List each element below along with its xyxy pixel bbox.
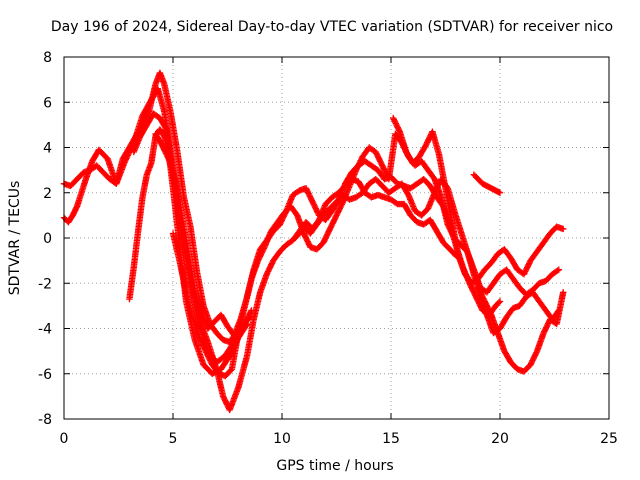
series-track-1 [60,69,253,346]
data-point [496,189,504,196]
y-tick-label: 8 [43,50,52,66]
x-axis-label: GPS time / hours [276,458,393,474]
x-tick-label: 25 [600,431,618,447]
data-point [243,322,250,329]
data-point [123,155,130,162]
data-point [126,148,133,155]
data-point [227,351,234,358]
y-tick-label: 4 [43,141,52,157]
x-tick-label: 10 [273,431,291,447]
data-points [60,69,567,414]
data-point [395,127,403,134]
data-point [244,314,252,321]
data-point [243,320,251,328]
data-point [554,267,561,274]
series-track-8 [389,114,567,287]
y-tick-label: -8 [38,412,52,428]
data-point [260,245,268,252]
data-point [125,149,133,156]
y-tick-label: -4 [38,322,52,338]
chart-title: Day 196 of 2024, Sidereal Day-to-day VTE… [51,19,613,35]
data-point [124,152,131,159]
data-point [560,225,567,233]
axis-ticks [63,56,610,420]
y-tick-label: 0 [43,231,52,247]
series-track-7 [291,175,563,337]
y-tick-label: 6 [43,95,52,111]
x-tick-labels: 0 5 10 15 20 25 [60,431,618,447]
data-point [123,153,131,161]
data-point [122,156,129,163]
x-tick-label: 0 [60,431,69,447]
data-point [555,266,563,273]
data-point [245,312,252,320]
data-point [121,157,129,165]
data-point [162,124,169,132]
series-track-10 [475,284,567,375]
series-track-9 [470,171,504,196]
y-tick-labels: -8 -6 -4 -2 0 2 4 6 8 [38,50,52,428]
data-point [339,199,346,207]
data-point [496,298,504,305]
y-tick-label: -6 [38,367,52,383]
data-point [125,150,132,158]
x-tick-label: 5 [169,431,178,447]
x-tick-label: 20 [491,431,509,447]
y-axis-label: SDTVAR / TECUs [7,181,23,296]
x-tick-label: 15 [382,431,400,447]
y-tick-label: 2 [43,186,52,202]
data-point [164,154,172,161]
data-point [560,289,567,296]
y-tick-label: -2 [38,276,52,292]
data-point [495,299,503,306]
